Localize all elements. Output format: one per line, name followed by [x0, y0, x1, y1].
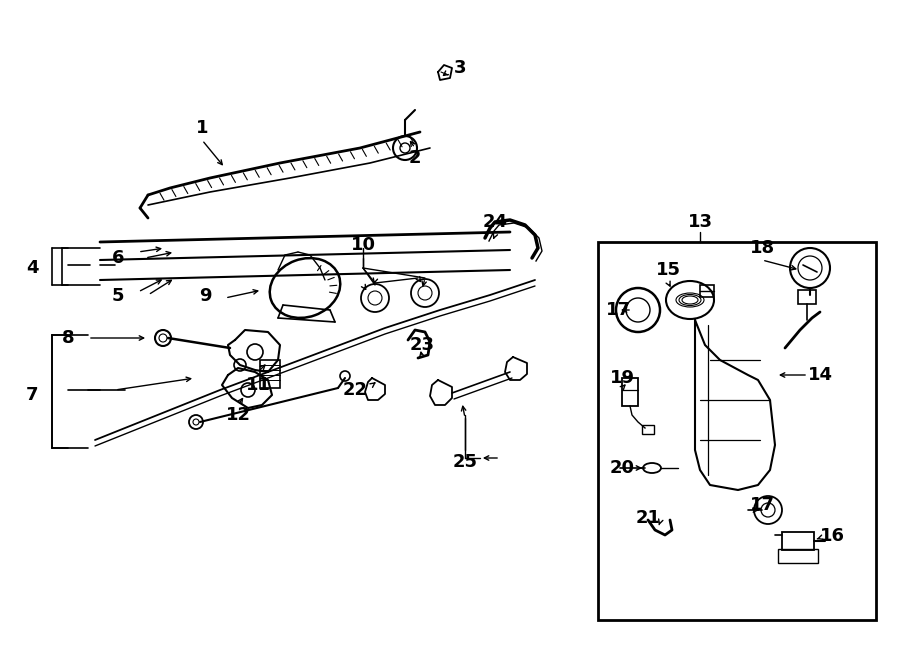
Text: 7: 7 — [26, 386, 38, 404]
Bar — [260, 360, 280, 388]
Text: 22: 22 — [343, 381, 367, 399]
Text: 4: 4 — [26, 259, 38, 277]
Bar — [782, 532, 814, 550]
Bar — [798, 290, 816, 304]
Text: 19: 19 — [609, 369, 634, 387]
Text: 16: 16 — [820, 527, 844, 545]
Bar — [622, 378, 638, 406]
Text: 10: 10 — [350, 236, 375, 254]
Bar — [778, 549, 818, 563]
Text: 18: 18 — [750, 239, 775, 257]
Text: 2: 2 — [409, 149, 421, 167]
Bar — [700, 285, 714, 297]
Text: 25: 25 — [453, 453, 478, 471]
Text: 17: 17 — [750, 496, 775, 514]
Text: 23: 23 — [410, 336, 435, 354]
Bar — [598, 242, 876, 620]
Text: 9: 9 — [199, 287, 212, 305]
Bar — [642, 425, 654, 434]
Text: 17: 17 — [606, 301, 631, 319]
Text: 3: 3 — [454, 59, 466, 77]
Text: 13: 13 — [688, 213, 713, 231]
Text: 5: 5 — [112, 287, 124, 305]
Text: 21: 21 — [635, 509, 661, 527]
Text: 15: 15 — [655, 261, 680, 279]
Text: 12: 12 — [226, 406, 250, 424]
Text: 1: 1 — [196, 119, 208, 137]
Text: 14: 14 — [807, 366, 833, 384]
Text: 24: 24 — [482, 213, 508, 231]
Text: 8: 8 — [62, 329, 75, 347]
Text: 11: 11 — [246, 376, 271, 394]
Text: 6: 6 — [112, 249, 124, 267]
Text: 20: 20 — [609, 459, 634, 477]
